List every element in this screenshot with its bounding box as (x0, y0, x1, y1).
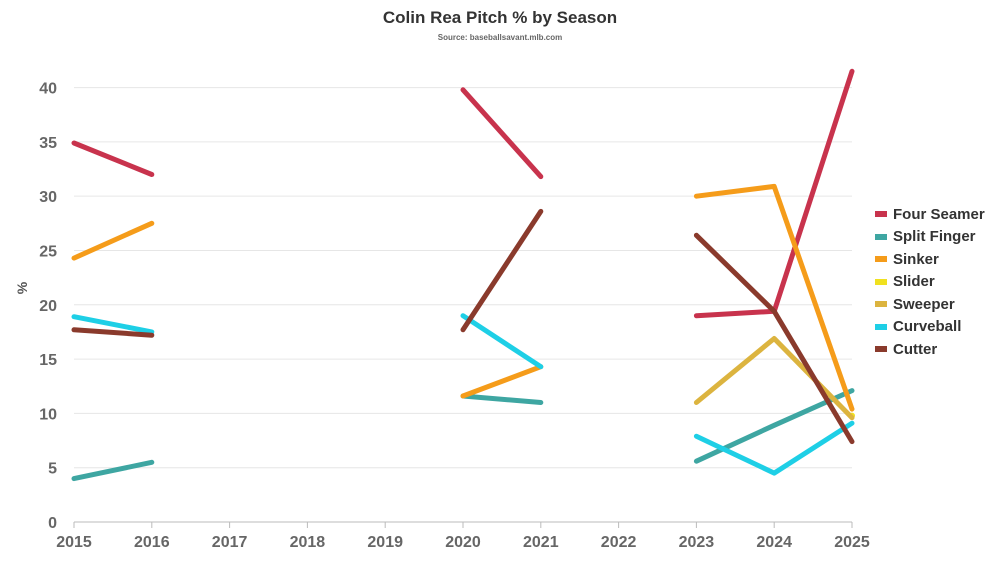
legend-item: Curveball (875, 316, 985, 339)
y-tick-label: 40 (39, 81, 57, 98)
legend-item: Four Seamer (875, 203, 985, 226)
x-tick-label: 2022 (601, 534, 637, 551)
legend-label: Curveball (893, 318, 962, 336)
chart-subtitle: Source: baseballsavant.mlb.com (437, 33, 563, 42)
series-line-curveball (693, 420, 855, 476)
legend-swatch (875, 278, 887, 285)
series-line-split-finger (460, 393, 544, 405)
series-line-sweeper (693, 336, 855, 421)
legend-label: Cutter (893, 340, 938, 358)
legend-item: Sweeper (875, 293, 985, 316)
series-line-sinker (693, 183, 855, 412)
legend-item: Split Finger (875, 226, 985, 249)
series-line-sinker (460, 364, 544, 399)
x-tick-label: 2023 (679, 534, 715, 551)
legend-label: Sinker (893, 250, 939, 268)
x-tick-label: 2018 (290, 534, 326, 551)
y-tick-label: 35 (39, 135, 57, 152)
y-tick-label: 20 (39, 298, 57, 315)
y-tick-label: 30 (39, 189, 57, 206)
chart-title: Colin Rea Pitch % by Season (382, 8, 618, 27)
x-tick-label: 2019 (367, 534, 403, 551)
y-tick-label: 10 (39, 406, 57, 423)
series-line-cutter (71, 327, 155, 338)
legend: Four Seamer Split Finger Sinker Slider Sweep… (875, 203, 985, 361)
series-line-cutter (693, 232, 855, 445)
legend-label: Four Seamer (893, 205, 985, 223)
legend-label: Split Finger (893, 228, 976, 246)
x-tick-label: 2016 (134, 534, 170, 551)
y-axis-label: % (14, 281, 30, 294)
legend-swatch (875, 323, 887, 330)
x-tick-label: 2025 (834, 534, 870, 551)
x-tick-label: 2020 (445, 534, 481, 551)
legend-swatch (875, 211, 887, 218)
legend-item: Sinker (875, 248, 985, 271)
series-line-curveball (71, 314, 155, 335)
legend-item: Cutter (875, 338, 985, 361)
legend-swatch (875, 301, 887, 308)
series-line-four-seamer (460, 87, 544, 180)
series-line-four-seamer (71, 140, 155, 177)
legend-swatch (875, 346, 887, 353)
x-tick-label: 2017 (212, 534, 248, 551)
y-tick-label: 25 (39, 243, 57, 260)
x-tick-label: 2021 (523, 534, 559, 551)
legend-label: Slider (893, 273, 935, 291)
legend-item: Slider (875, 271, 985, 294)
series-line-split-finger (71, 459, 155, 482)
series-line-sinker (71, 220, 155, 261)
series-line-cutter (460, 208, 544, 333)
x-tick-label: 2024 (756, 534, 792, 551)
legend-swatch (875, 233, 887, 240)
y-tick-label: 15 (39, 352, 57, 369)
x-tick-label: 2015 (56, 534, 92, 551)
series-line-curveball (460, 313, 544, 370)
legend-swatch (875, 256, 887, 263)
y-tick-label: 0 (48, 515, 57, 532)
y-tick-label: 5 (48, 461, 57, 478)
legend-label: Sweeper (893, 295, 955, 313)
